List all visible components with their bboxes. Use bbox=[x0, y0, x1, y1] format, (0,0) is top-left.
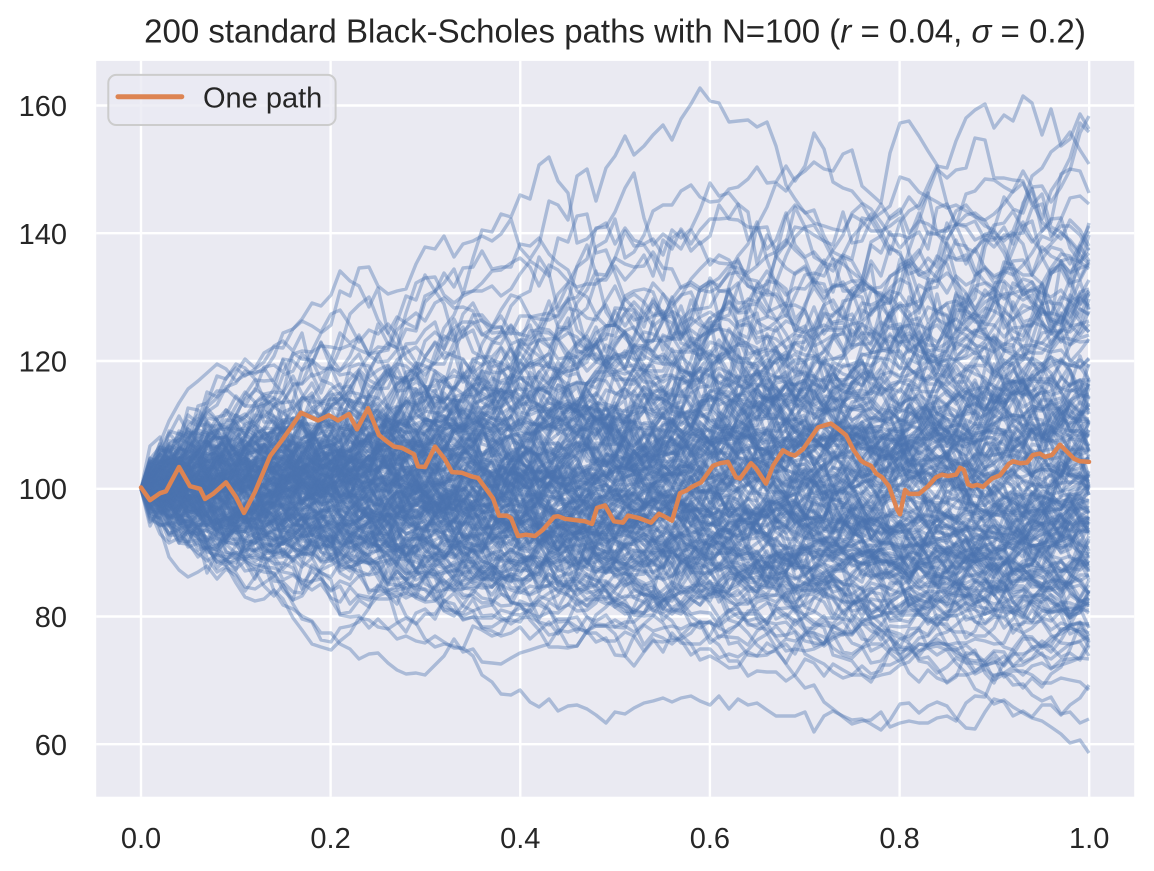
svg-text:60: 60 bbox=[35, 730, 67, 762]
svg-text:0.2: 0.2 bbox=[310, 823, 350, 855]
svg-text:80: 80 bbox=[35, 602, 67, 634]
svg-text:1.0: 1.0 bbox=[1069, 823, 1109, 855]
svg-text:One path: One path bbox=[203, 82, 322, 114]
svg-text:0.0: 0.0 bbox=[121, 823, 161, 855]
svg-text:120: 120 bbox=[19, 347, 67, 379]
svg-text:0.6: 0.6 bbox=[690, 823, 730, 855]
svg-text:160: 160 bbox=[19, 91, 67, 123]
svg-text:140: 140 bbox=[19, 219, 67, 251]
svg-text:100: 100 bbox=[19, 474, 67, 506]
svg-text:200 standard Black-Scholes pat: 200 standard Black-Scholes paths with N=… bbox=[144, 13, 1086, 50]
svg-text:0.4: 0.4 bbox=[500, 823, 540, 855]
svg-text:0.8: 0.8 bbox=[879, 823, 919, 855]
